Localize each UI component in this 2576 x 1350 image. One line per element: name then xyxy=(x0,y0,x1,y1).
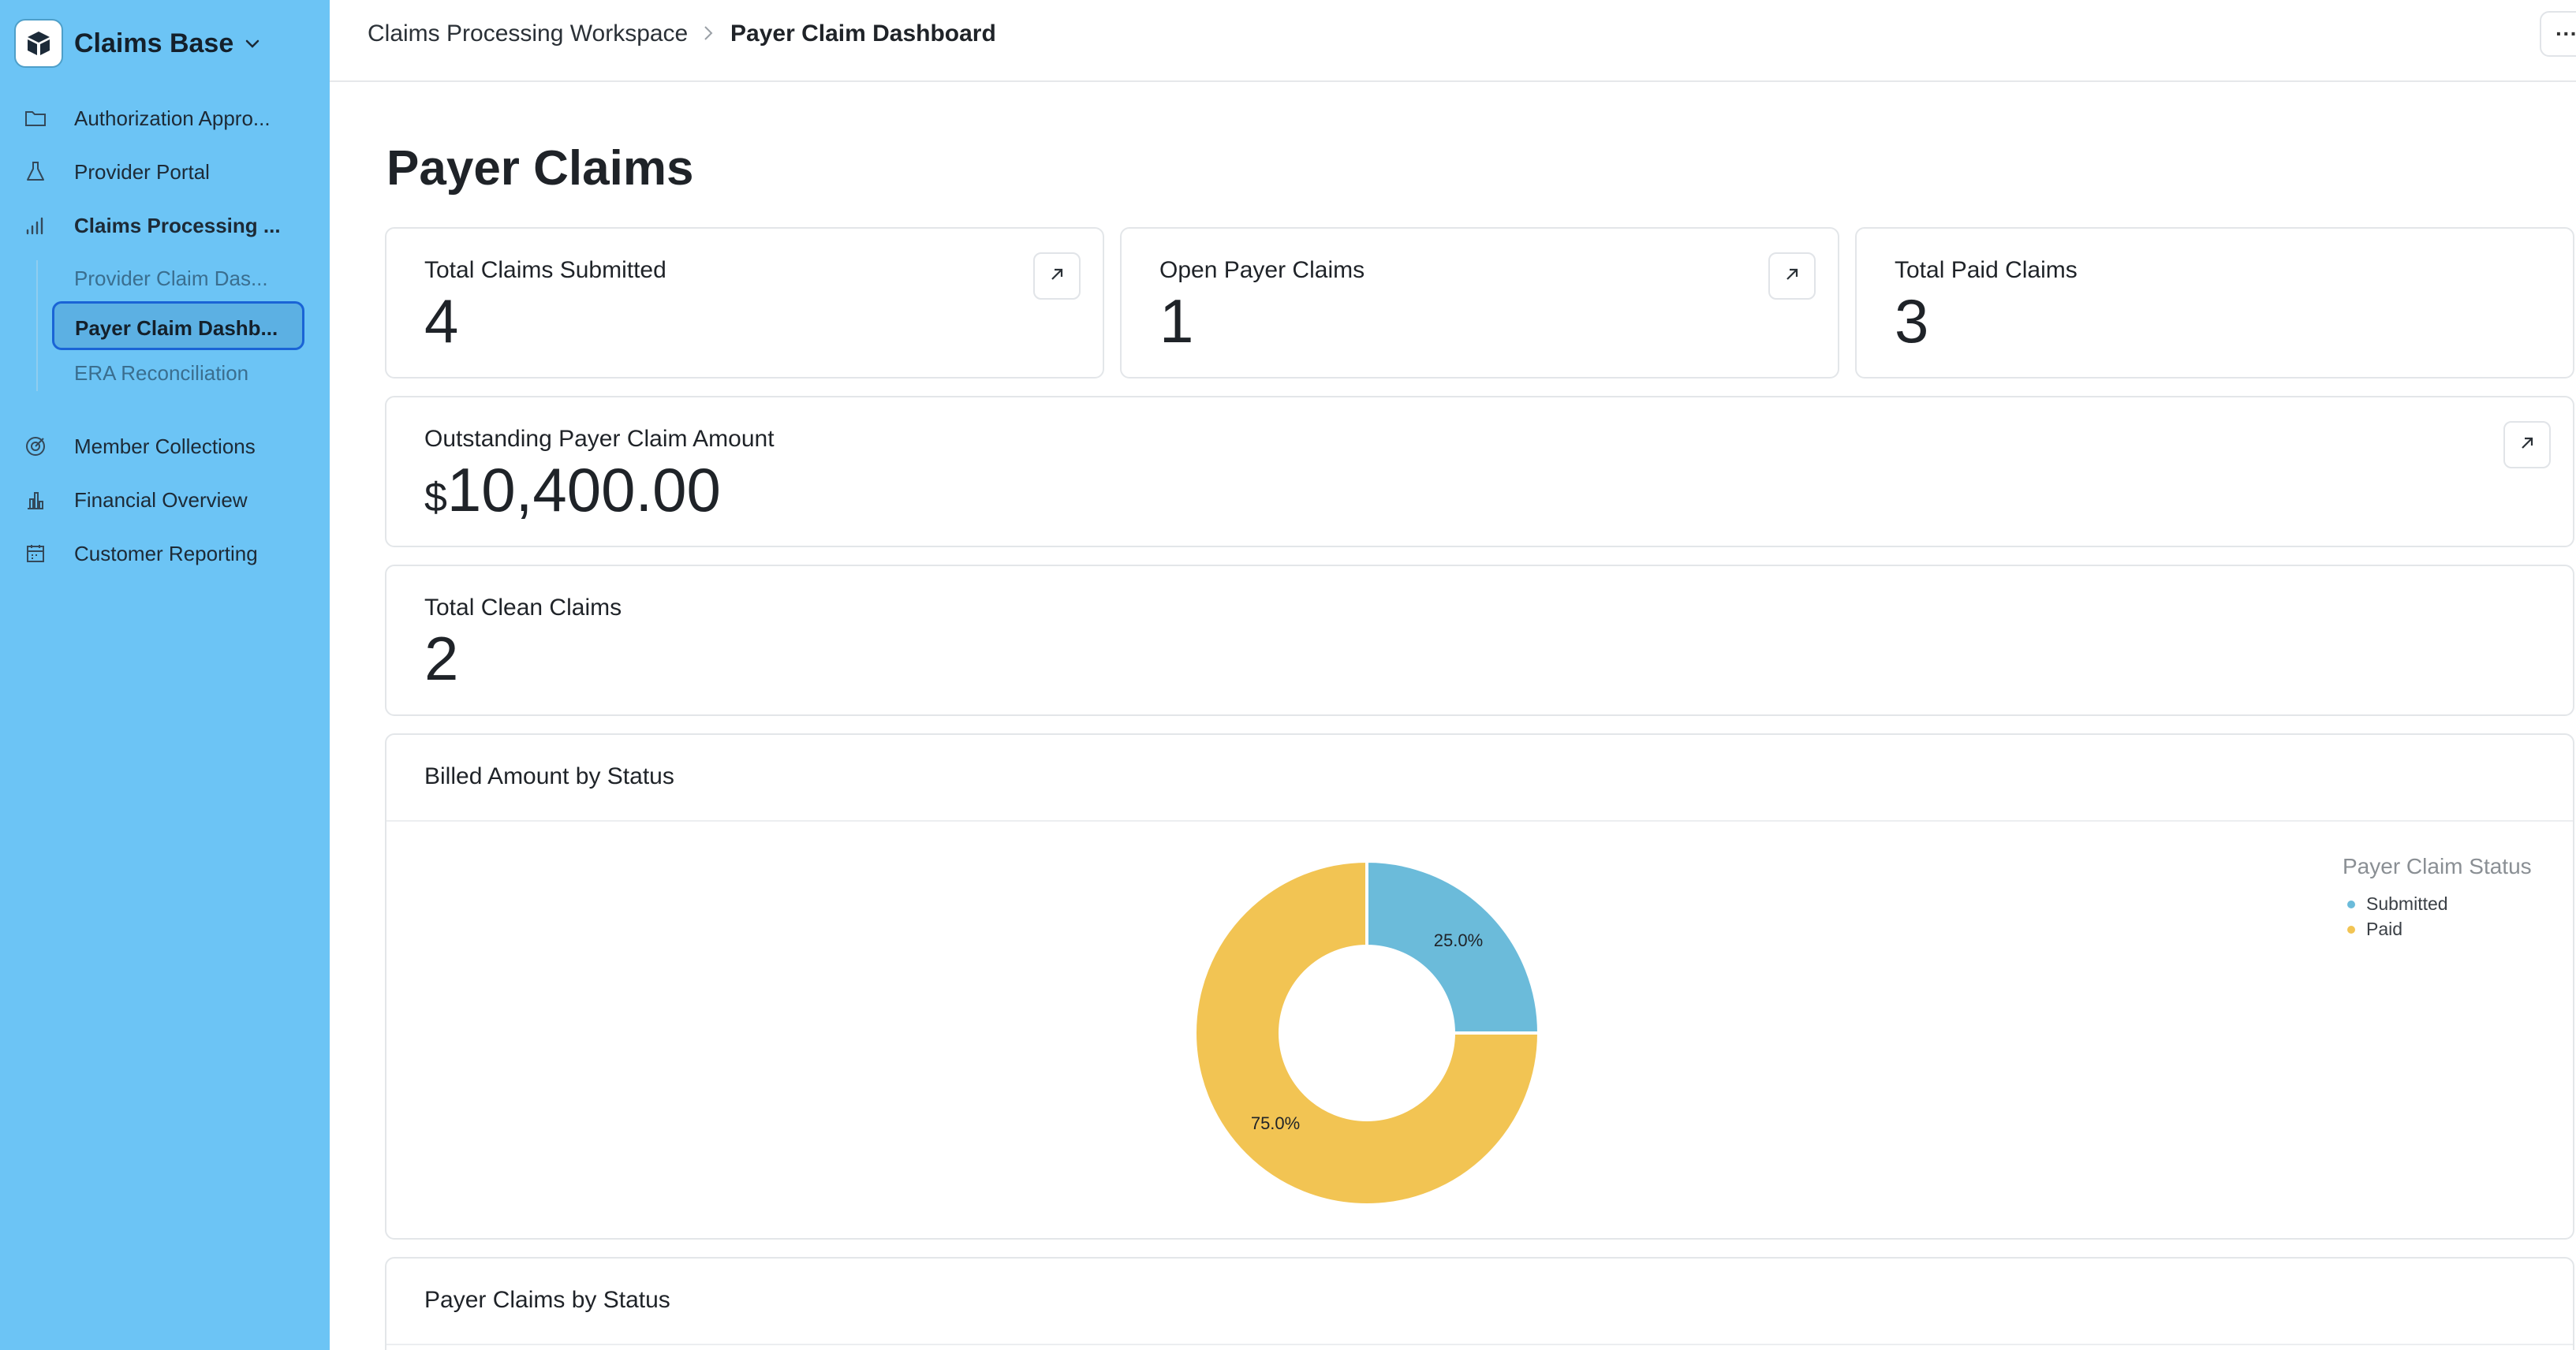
chevron-right-icon xyxy=(703,24,714,47)
metric-label: Open Payer Claims xyxy=(1159,257,1365,283)
currency-symbol: $ xyxy=(424,475,447,520)
sidebar-item-member-collections[interactable]: Member Collections xyxy=(0,420,330,472)
sidebar-item-label: Member Collections xyxy=(74,434,256,458)
calendar-icon xyxy=(24,542,47,565)
divider xyxy=(386,820,2573,822)
legend-label: Submitted xyxy=(2366,893,2448,914)
chart-title: Payer Claims by Status xyxy=(424,1287,670,1313)
metric-card-outstanding-amount: Outstanding Payer Claim Amount $10,400.0… xyxy=(385,396,2574,547)
sidebar-subitem-era-reconciliation[interactable]: ERA Reconciliation xyxy=(74,361,249,385)
sidebar-item-customer-reporting[interactable]: Customer Reporting xyxy=(0,528,330,580)
donut-slice-paid[interactable] xyxy=(1193,859,1541,1206)
slice-label-paid: 75.0% xyxy=(1251,1113,1300,1133)
metric-value: 2 xyxy=(424,624,459,693)
arrow-up-right-icon xyxy=(1783,266,1801,287)
legend-swatch xyxy=(2347,925,2355,934)
bar-chart-icon xyxy=(24,488,47,512)
chart-title: Billed Amount by Status xyxy=(424,763,674,789)
workspace-name: Claims Base xyxy=(74,28,234,58)
legend-title: Payer Claim Status xyxy=(2343,854,2532,878)
donut-slice-submitted[interactable] xyxy=(1365,859,1541,1035)
metric-card-total-clean-claims: Total Clean Claims 2 xyxy=(385,565,2574,716)
sidebar-subitem-provider-claim-dashboard[interactable]: Provider Claim Das... xyxy=(74,267,268,290)
sidebar-item-label: Authorization Appro... xyxy=(74,106,271,130)
amount-value: 10,400.00 xyxy=(446,455,721,524)
breadcrumb-parent[interactable]: Claims Processing Workspace xyxy=(368,21,689,47)
chart-card-payer-claims-by-status: Payer Claims by Status xyxy=(385,1257,2574,1350)
sidebar-item-provider-portal[interactable]: Provider Portal xyxy=(0,146,330,198)
slice-label-submitted: 25.0% xyxy=(1434,930,1483,950)
metric-value: $10,400.00 xyxy=(424,454,721,526)
subnav-guide-line xyxy=(36,260,38,391)
breadcrumb-current: Payer Claim Dashboard xyxy=(730,21,996,47)
divider xyxy=(386,1344,2573,1345)
donut-chart: 25.0% 75.0% xyxy=(1193,859,1541,1206)
legend-label: Paid xyxy=(2366,919,2403,939)
more-options-button[interactable]: ··· xyxy=(2540,11,2576,57)
metric-card-total-paid-claims: Total Paid Claims 3 xyxy=(1855,227,2574,379)
metric-label: Outstanding Payer Claim Amount xyxy=(424,426,775,452)
open-details-button[interactable] xyxy=(1033,252,1081,300)
metric-value: 1 xyxy=(1159,286,1194,356)
workspace-switcher[interactable]: Claims Base xyxy=(14,16,260,71)
signal-bars-icon xyxy=(24,214,47,237)
sidebar-item-financial-overview[interactable]: Financial Overview xyxy=(0,474,330,526)
metric-card-open-payer-claims: Open Payer Claims 1 xyxy=(1120,227,1839,379)
page-title: Payer Claims xyxy=(386,141,694,196)
sidebar-item-label: Customer Reporting xyxy=(74,541,258,565)
legend-swatch xyxy=(2347,900,2355,908)
metric-card-total-claims-submitted: Total Claims Submitted 4 xyxy=(385,227,1104,379)
sidebar-item-label: Provider Portal xyxy=(74,159,210,184)
sidebar-subitem-label: Payer Claim Dashb... xyxy=(75,316,278,340)
open-details-button[interactable] xyxy=(2503,421,2551,468)
sidebar: Claims Base Authorization Appro... Provi… xyxy=(0,0,330,1350)
workspace-logo-icon xyxy=(14,19,63,68)
metric-label: Total Clean Claims xyxy=(424,595,622,621)
legend-item-submitted[interactable]: Submitted xyxy=(2347,893,2448,915)
metric-value: 3 xyxy=(1895,286,1929,356)
target-icon xyxy=(24,434,47,458)
sidebar-item-label: Financial Overview xyxy=(74,487,248,512)
sidebar-item-label: Claims Processing ... xyxy=(74,213,281,237)
flask-icon xyxy=(24,160,47,184)
arrow-up-right-icon xyxy=(1048,266,1066,287)
legend-item-paid[interactable]: Paid xyxy=(2347,919,2402,940)
top-bar: Claims Processing Workspace Payer Claim … xyxy=(330,0,2576,82)
metric-value: 4 xyxy=(424,286,459,356)
metric-label: Total Claims Submitted xyxy=(424,257,666,283)
metric-label: Total Paid Claims xyxy=(1895,257,2078,283)
open-details-button[interactable] xyxy=(1768,252,1816,300)
sidebar-item-authorization-approvals[interactable]: Authorization Appro... xyxy=(0,92,330,144)
chevron-down-icon xyxy=(245,38,260,49)
arrow-up-right-icon xyxy=(2518,434,2536,456)
folder-icon xyxy=(24,106,47,130)
sidebar-subitem-payer-claim-dashboard[interactable]: Payer Claim Dashb... xyxy=(52,301,304,350)
sidebar-item-claims-processing[interactable]: Claims Processing ... xyxy=(0,200,330,252)
